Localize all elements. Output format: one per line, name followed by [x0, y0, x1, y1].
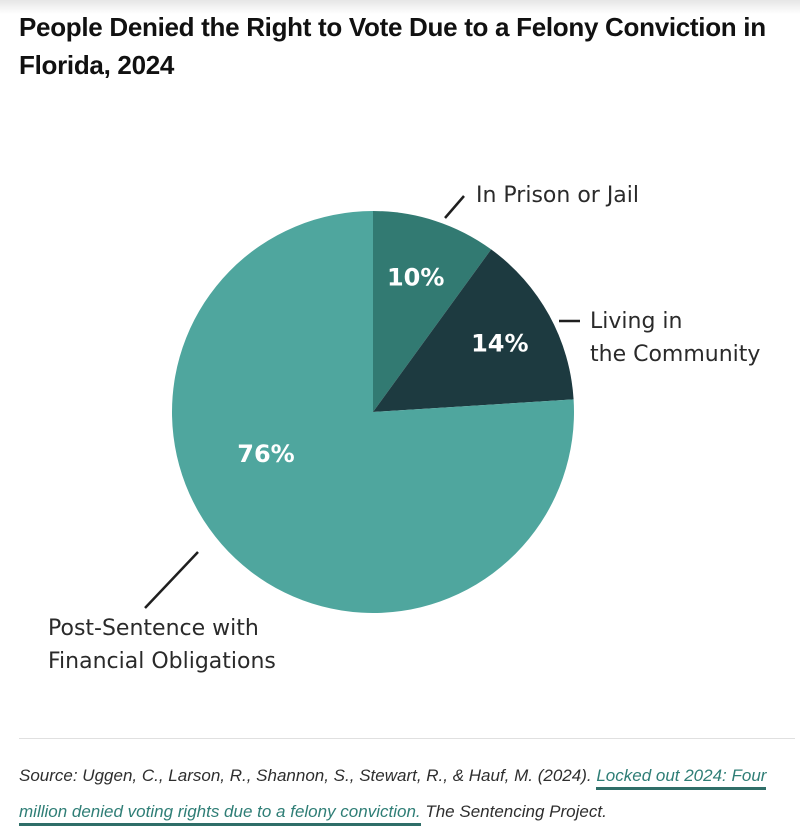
pie-slice-in-prison: [373, 211, 492, 412]
slice-value-label-post-sentence: 76%: [237, 440, 294, 468]
top-shadow: [0, 0, 800, 14]
pie-slice-post-sentence: [171, 211, 575, 614]
source-link[interactable]: Locked out 2024: Four million denied vot…: [19, 766, 767, 826]
divider: [19, 738, 795, 739]
slice-label-in-prison: In Prison or Jail: [476, 183, 639, 208]
slice-value-label-in-prison: 10%: [387, 263, 444, 291]
chart-title: People Denied the Right to Vote Due to a…: [19, 12, 766, 80]
leader-line-post-sentence: [144, 551, 199, 609]
slice-label-community: Living in the Community: [590, 309, 760, 367]
slice-value-label-community: 14%: [471, 329, 528, 357]
leader-line-in-prison: [444, 195, 465, 219]
slice-label-post-sentence: Post-Sentence with Financial Obligations: [48, 616, 276, 674]
source-prefix: Source: Uggen, C., Larson, R., Shannon, …: [19, 766, 597, 785]
source-suffix: The Sentencing Project.: [420, 802, 607, 821]
source-citation: Source: Uggen, C., Larson, R., Shannon, …: [19, 758, 794, 830]
pie-slice-community: [373, 249, 574, 412]
pie-chart: 10% 14% 76% In Prison or Jail Living in th…: [48, 183, 760, 674]
